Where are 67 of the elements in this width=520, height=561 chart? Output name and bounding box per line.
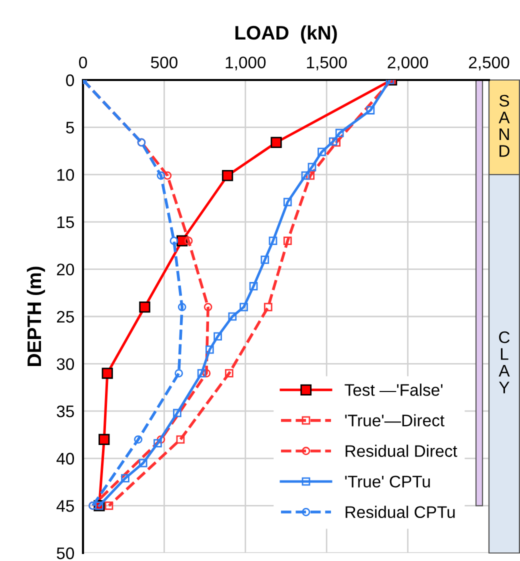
legend-label: Test —'False' [344, 384, 442, 396]
point [260, 256, 270, 264]
point [202, 369, 211, 378]
point [283, 236, 292, 245]
x-tick-label: 1,000 [226, 56, 266, 70]
text: SAND [498, 94, 510, 157]
point [366, 106, 375, 114]
point [154, 439, 162, 448]
legend-label: 'True'—Direct [345, 414, 444, 426]
point [222, 170, 234, 182]
point [204, 302, 212, 312]
point [308, 162, 316, 172]
y-tick-label: 35 [56, 406, 74, 418]
point [138, 458, 148, 468]
point [332, 138, 341, 147]
point [283, 198, 292, 206]
y-tick-label: 50 [56, 547, 74, 560]
point [264, 302, 272, 312]
point [214, 332, 222, 341]
y-tick-label: 45 [56, 500, 74, 512]
point [156, 435, 166, 444]
point [270, 136, 282, 148]
point [197, 369, 206, 378]
x-tick-label: 500 [150, 56, 178, 68]
point [335, 128, 344, 138]
text: CLAY [498, 331, 510, 394]
point [178, 302, 186, 312]
x-axis-title: LOAD (kN) [235, 25, 337, 44]
point [156, 171, 166, 180]
legend-label: Residual CPTu [346, 506, 455, 518]
point [240, 302, 248, 312]
point [176, 435, 185, 444]
x-tick-label: 1,500 [307, 56, 347, 70]
x-tick-label: 2,500 [468, 56, 510, 70]
y-tick-label: 20 [56, 264, 74, 276]
point [104, 502, 114, 510]
point [224, 369, 234, 378]
y-tick-label: 15 [57, 216, 74, 228]
y-tick-label: 30 [56, 358, 74, 370]
legend-label: Residual Direct [346, 444, 458, 457]
point [173, 408, 182, 418]
point [184, 236, 193, 245]
point [249, 282, 258, 290]
y-tick-label: 10 [57, 169, 74, 181]
point [268, 236, 278, 245]
y-tick-label: 25 [56, 310, 74, 323]
point [163, 171, 172, 180]
point [318, 148, 326, 156]
point [228, 312, 237, 321]
x-tick-label: 0 [79, 56, 87, 68]
point [301, 171, 310, 180]
y-tick-label: 0 [66, 74, 74, 86]
point [134, 435, 142, 444]
point [139, 301, 150, 313]
y-axis-title: DEPTH (m) [26, 266, 46, 366]
point [174, 369, 183, 378]
legend-label: 'True' CPTu [345, 476, 430, 488]
point [170, 236, 178, 245]
point [98, 434, 110, 446]
y-tick-label: 40 [56, 452, 74, 465]
point [102, 368, 113, 379]
x-tick-label: 2,000 [388, 56, 428, 70]
point [306, 171, 315, 180]
point [206, 345, 214, 354]
point [121, 474, 130, 482]
y-tick-label: 5 [66, 122, 74, 134]
point [328, 137, 338, 146]
